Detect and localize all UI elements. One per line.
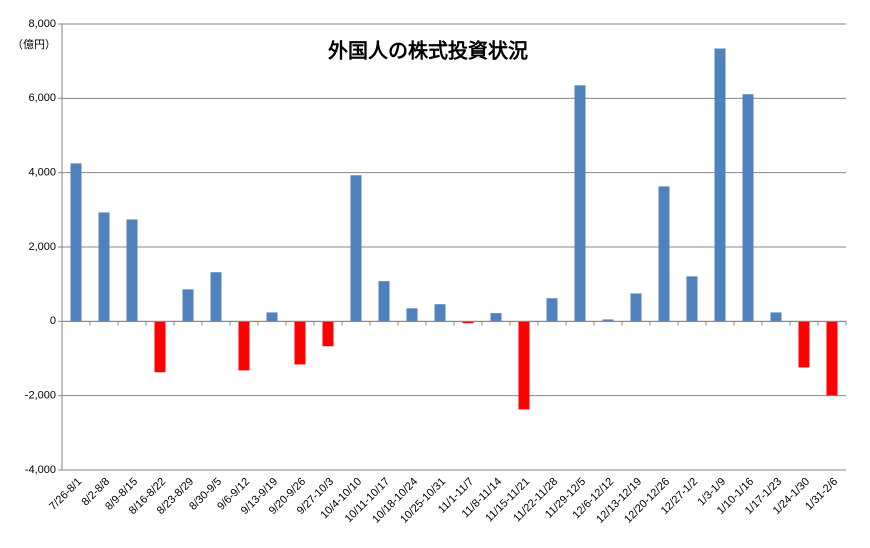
- bar: [490, 313, 502, 322]
- y-tick-label: 2,000: [28, 241, 56, 253]
- y-tick-label: 0: [50, 315, 56, 327]
- bar: [742, 94, 754, 322]
- bar: [714, 48, 726, 322]
- bar: [770, 312, 782, 322]
- bar: [434, 304, 446, 322]
- bar: [182, 289, 194, 322]
- bar: [798, 321, 810, 368]
- bar: [294, 321, 306, 365]
- bar: [238, 321, 250, 371]
- bar: [266, 312, 278, 322]
- bar: [574, 85, 586, 322]
- y-tick-label: 4,000: [28, 167, 56, 179]
- x-tick-label: 7/26-8/1: [47, 476, 84, 513]
- bar: [686, 276, 698, 322]
- bar: [154, 321, 166, 373]
- bar: [406, 308, 418, 322]
- y-tick-label: 6,000: [28, 92, 56, 104]
- bar: [826, 321, 838, 396]
- bar: [518, 321, 530, 410]
- y-tick-label: -4,000: [25, 464, 56, 476]
- y-unit-label: （億円）: [12, 38, 56, 51]
- bar: [322, 321, 334, 347]
- bar: [546, 298, 558, 322]
- bar: [98, 212, 110, 322]
- y-tick-label: -2,000: [25, 390, 56, 402]
- bar: [70, 163, 82, 322]
- bar: [350, 175, 362, 322]
- bar: [462, 321, 474, 324]
- bar: [210, 272, 222, 322]
- bar: [378, 281, 390, 322]
- bar: [126, 219, 138, 322]
- chart-title: 外国人の株式投資状況: [328, 38, 528, 62]
- bar: [658, 186, 670, 322]
- bar: [602, 319, 614, 322]
- bar: [630, 293, 642, 322]
- y-tick-label: 8,000: [28, 18, 56, 30]
